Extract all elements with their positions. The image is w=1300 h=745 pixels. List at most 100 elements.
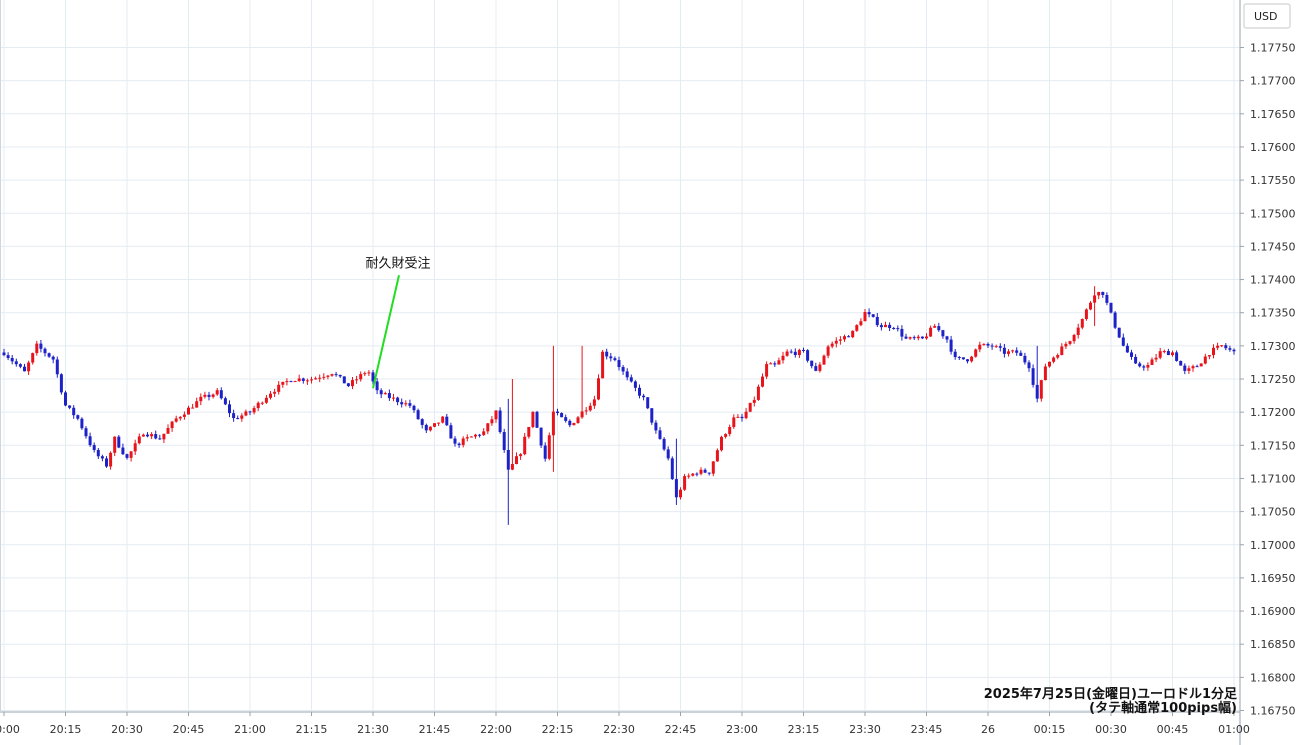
candle-up <box>359 374 363 380</box>
y-tick-label: 1.16950 <box>1250 572 1296 585</box>
chart-caption-line-2: (タテ軸通常100pips幅) <box>1089 700 1237 716</box>
candle-down <box>879 325 883 328</box>
candle-up <box>203 394 207 397</box>
y-axis: 1.17750 1.17700 1.17650 1.17600 1.17550 1.175… <box>1240 42 1296 718</box>
currency-label: USD <box>1254 10 1278 23</box>
x-tick-label: 00:15 <box>1034 723 1066 736</box>
candle-up <box>281 381 285 385</box>
candle-up <box>367 372 371 374</box>
candle-down <box>953 351 957 358</box>
candle-down <box>1130 352 1133 357</box>
candle-up <box>330 374 334 376</box>
candle-down <box>941 330 945 337</box>
candle-down <box>695 473 699 475</box>
candle-up <box>314 378 318 380</box>
candle-up <box>199 396 203 402</box>
candle-up <box>761 376 764 387</box>
candle-down <box>998 346 1002 348</box>
candle-down <box>125 454 129 458</box>
candle-down <box>654 422 658 431</box>
candle-up <box>781 355 785 361</box>
y-tick-label: 1.16900 <box>1250 605 1296 618</box>
candle-down <box>646 397 650 409</box>
candle-up <box>925 336 928 339</box>
candle-down <box>957 357 961 359</box>
x-tick-label: 23:00 <box>726 723 758 736</box>
candles <box>2 286 1236 525</box>
x-tick-label: 23:30 <box>849 723 881 736</box>
candle-down <box>990 345 994 347</box>
candle-up <box>523 436 527 455</box>
candle-up <box>113 436 117 453</box>
candle-down <box>64 392 67 406</box>
currency-badge <box>1243 3 1291 29</box>
candle-up <box>383 393 387 395</box>
annotation-label: 耐久財受注 <box>365 256 430 271</box>
candle-up <box>363 373 367 375</box>
candle-down <box>478 434 482 436</box>
candle-up <box>322 376 326 378</box>
candle-down <box>617 360 621 368</box>
candle-up <box>133 443 137 452</box>
candle-up <box>863 312 867 322</box>
candle-up <box>1187 368 1191 371</box>
y-tick-label: 1.17500 <box>1250 207 1296 220</box>
y-tick-label: 1.17050 <box>1250 506 1296 519</box>
candle-up <box>859 321 863 326</box>
candle-up <box>264 397 268 403</box>
y-tick-label: 1.16750 <box>1250 705 1296 718</box>
candle-down <box>55 359 59 375</box>
candle-down <box>1183 365 1187 371</box>
candle-down <box>793 351 797 356</box>
candle-up <box>785 351 789 356</box>
candle-down <box>633 381 637 388</box>
x-tick-label: 21:30 <box>357 723 389 736</box>
candle-up <box>916 336 920 339</box>
candle-up <box>441 416 445 423</box>
candle-up <box>1212 347 1215 356</box>
candle-down <box>76 415 80 419</box>
candle-up <box>1171 352 1174 356</box>
candle-up <box>260 402 264 404</box>
candle-up <box>929 327 933 337</box>
candle-up <box>715 450 719 462</box>
candle-down <box>1121 337 1125 346</box>
candle-down <box>457 443 461 446</box>
candle-down <box>810 360 814 367</box>
y-tick-label: 1.17350 <box>1250 307 1296 320</box>
candle-up <box>752 399 756 403</box>
candle-down <box>875 316 879 326</box>
candle-up <box>461 438 465 446</box>
candle-up <box>744 411 748 419</box>
candle-down <box>847 336 851 338</box>
candle-up <box>170 421 174 428</box>
candle-down <box>92 445 96 451</box>
candle-down <box>1002 347 1006 354</box>
candle-down <box>232 413 236 419</box>
candle-up <box>580 411 584 418</box>
candle-down <box>1175 352 1179 361</box>
candle-up <box>1162 351 1166 353</box>
x-tick-label: 20:45 <box>173 723 205 736</box>
y-tick-label: 1.17150 <box>1250 439 1296 452</box>
candle-down <box>289 381 293 383</box>
candle-down <box>23 366 26 372</box>
candle-down <box>72 407 76 416</box>
y-tick-label: 1.17100 <box>1250 472 1296 485</box>
candle-up <box>515 456 518 465</box>
y-tick-label: 1.16800 <box>1250 671 1296 684</box>
candle-down <box>888 324 892 329</box>
candle-down <box>966 359 969 362</box>
candle-down <box>100 456 104 459</box>
candle-down <box>1134 356 1138 364</box>
candle-down <box>445 416 449 426</box>
candle-up <box>834 340 838 344</box>
candle-up <box>1154 357 1158 360</box>
candle-up <box>822 355 826 365</box>
candle-down <box>556 411 559 414</box>
x-tick-label: 22:15 <box>542 723 574 736</box>
candle-down <box>1015 350 1019 353</box>
candle-up <box>843 336 846 340</box>
candle-down <box>1035 384 1039 399</box>
